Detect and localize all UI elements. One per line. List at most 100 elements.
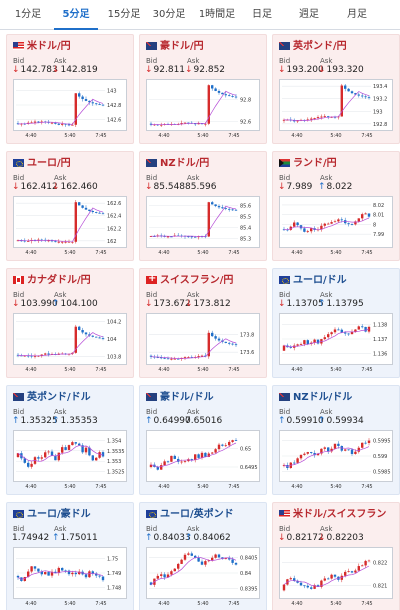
ask-label: Ask <box>54 291 67 299</box>
x-tick-label: 7:45 <box>95 133 106 139</box>
rate-card[interactable]: スイスフラン/円BidAsk↓173.672↓173.812173.8173.6… <box>139 268 267 378</box>
tab-2[interactable]: 15分足 <box>107 9 141 20</box>
tab-1[interactable]: 5分足 <box>54 0 98 30</box>
rate-card[interactable]: ランド/円 Bid Ask ↓7.989 ↑8.022 8.02 8.01 8 7.99 4:40… <box>272 151 400 261</box>
rate-card[interactable]: 英ポンド/円 Bid Ask ↓193.200 ↓193.320 193.4 193.2 19… <box>272 34 400 144</box>
ask-value: 0.84062 <box>193 533 231 543</box>
candle-body <box>91 455 94 461</box>
candle-body <box>347 449 350 451</box>
candle-body <box>234 96 238 98</box>
mini-chart[interactable]: 8.02 8.01 8 7.99 4:40 5:40 7:45 <box>279 196 393 258</box>
candle-body <box>221 444 224 446</box>
mini-chart[interactable]: 1.138 1.137 1.136 4:40 5:40 7:45 <box>279 313 393 375</box>
candle-body <box>160 124 163 126</box>
candle-body <box>91 335 94 337</box>
rate-card[interactable]: NZドル/円BidAsk↓85.548↓85.59685.685.585.485… <box>139 151 267 261</box>
tab-3[interactable]: 30分足 <box>152 9 186 20</box>
mini-chart[interactable]: 92.8 92.6 4:40 5:40 7:45 <box>146 79 260 141</box>
mini-chart[interactable]: 0.8405 0.84 0.8395 4:40 5:40 7:45 <box>146 547 260 609</box>
arrow-down-icon: ↓ <box>145 182 153 192</box>
rate-card[interactable]: ユーロ/豪ドルBidAsk↓1.74942↑1.750111.751.7491.… <box>6 502 134 610</box>
mini-chart[interactable]: 143 142.8 142.6 4:40 5:40 7:45 <box>13 79 127 141</box>
pair-title[interactable]: スイスフラン/円 <box>146 272 234 288</box>
mini-chart[interactable]: 85.6 85.5 85.4 85.3 4:40 5:40 7:45 <box>146 196 260 258</box>
tab-0[interactable]: 1分足 <box>14 9 42 20</box>
rate-card[interactable]: 英ポンド/ドル Bid Ask ↑1.35325 ↑1.35353 1.354 1.3535… <box>6 385 134 495</box>
candle-body <box>177 358 180 360</box>
y-tick-label: 173.6 <box>240 350 254 356</box>
candle-body <box>320 116 323 118</box>
candle-body <box>190 553 193 556</box>
pair-title[interactable]: 米ドル/スイスフラン <box>279 508 386 522</box>
pair-title[interactable]: ユーロ/円 <box>13 157 71 171</box>
pair-title[interactable]: ユーロ/ドル <box>279 274 347 288</box>
candle-body <box>40 354 43 356</box>
rate-card[interactable]: ユーロ/英ポンド Bid Ask ↑0.84033 ↑0.84062 0.8405 0.84… <box>139 502 267 610</box>
rate-card[interactable]: 豪ドル/ドルBidAsk↑0.64997↓0.650160.650.64954:… <box>139 385 267 495</box>
y-tick-label: 7.99 <box>373 232 384 238</box>
pair-title[interactable]: NZドル/ドル <box>279 391 352 405</box>
mini-chart[interactable]: 1.75 1.749 1.748 4:40 5:40 7:45 <box>13 547 127 609</box>
candle-body <box>190 459 193 461</box>
bid-label: Bid <box>13 291 25 299</box>
pair-title[interactable]: NZドル/円 <box>146 157 209 171</box>
tab-7[interactable]: 月足 <box>347 9 367 20</box>
arrow-up-icon: ↑ <box>318 182 326 192</box>
candle-body <box>228 441 231 446</box>
bid-value: 1.13705 <box>286 299 324 309</box>
candle-body <box>50 240 54 242</box>
candle-body <box>54 456 57 461</box>
candle-body <box>194 236 197 238</box>
bid-price: ↓142.783 <box>12 64 58 76</box>
rate-card[interactable]: 米ドル/円 Bid Ask ↓142.783 ↓142.819 143 142.8 142.6… <box>6 34 134 144</box>
candle-body <box>310 587 313 589</box>
mini-chart[interactable]: 104.2 104 103.8 4:40 5:40 7:45 <box>13 313 127 375</box>
ask-value: 0.82203 <box>326 533 364 543</box>
pair-name: スイスフラン/円 <box>160 275 234 286</box>
tab-5[interactable]: 日足 <box>252 9 272 20</box>
mini-chart[interactable]: 0.822 0.821 4:40 5:40 7:45 <box>279 547 393 609</box>
candle-body <box>98 337 101 339</box>
tab-6[interactable]: 週足 <box>299 9 319 20</box>
candle-body <box>101 213 105 215</box>
ask-value: 0.65016 <box>185 416 223 426</box>
y-tick-label: 142.6 <box>107 118 121 124</box>
mini-chart[interactable]: 162.6 162.4 162.2 162 4:40 5:40 7:45 <box>13 196 127 258</box>
candle-body <box>306 585 309 588</box>
candle-body <box>204 561 207 565</box>
pair-title[interactable]: 豪ドル/円 <box>146 40 204 54</box>
mini-chart[interactable]: 173.8 173.6 4:40 5:40 7:45 <box>146 313 260 375</box>
rate-card[interactable]: 豪ドル/円 Bid Ask ↓92.811 ↓92.852 92.8 92.6 4:40 5:4… <box>139 34 267 144</box>
candle-body <box>50 571 54 576</box>
rate-card[interactable]: ユーロ/ドル Bid Ask ↓1.13705 ↑1.13795 1.138 1.137 1.… <box>272 268 400 378</box>
pair-title[interactable]: ユーロ/英ポンド <box>146 508 234 522</box>
mini-chart[interactable]: 0.5995 0.599 0.5985 4:40 5:40 7:45 <box>279 430 393 492</box>
candle-body <box>71 241 74 243</box>
pair-title[interactable]: 米ドル/円 <box>13 40 71 54</box>
tab-4[interactable]: 1時間足 <box>198 9 236 20</box>
mini-chart[interactable]: 0.65 0.6495 4:40 5:40 7:45 <box>146 430 260 492</box>
mini-chart[interactable]: 193.4 193.2 193 192.8 4:40 5:40 7:45 <box>279 79 393 141</box>
candle-body <box>211 557 214 561</box>
candle-body <box>299 454 303 459</box>
candle-body <box>289 226 292 230</box>
rate-card[interactable]: ユーロ/円 Bid Ask ↓162.412 ↓162.460 162.6 162.4 162… <box>6 151 134 261</box>
pair-title[interactable]: ランド/円 <box>279 157 337 171</box>
rate-card[interactable]: 米ドル/スイスフラン Bid Ask ↓0.82172 ↓0.82203 0.822 0.8… <box>272 502 400 610</box>
candle-body <box>98 575 101 577</box>
rate-card[interactable]: カナダドル/円 Bid Ask ↓103.990 ↑104.100 104.2 104 103… <box>6 268 134 378</box>
candle-body <box>30 566 33 572</box>
pair-title[interactable]: ユーロ/豪ドル <box>13 508 91 522</box>
pair-title[interactable]: 英ポンド/円 <box>279 40 347 54</box>
pair-title[interactable]: カナダドル/円 <box>13 274 91 288</box>
y-tick-label: 1.749 <box>107 571 121 577</box>
pair-title[interactable]: 英ポンド/ドル <box>13 391 91 405</box>
mini-chart[interactable]: 1.354 1.3535 1.353 1.3525 4:40 5:40 7:45 <box>13 430 127 492</box>
pair-title[interactable]: 豪ドル/ドル <box>146 391 214 405</box>
moving-average-line <box>283 565 370 587</box>
candle-body <box>197 557 200 562</box>
rate-card[interactable]: NZドル/ドル Bid Ask ↑0.59910 ↑0.59934 0.5995 0.599… <box>272 385 400 495</box>
candle-body <box>44 452 47 458</box>
candle-body <box>200 561 204 565</box>
ask-price: ↓142.819 <box>52 64 98 76</box>
